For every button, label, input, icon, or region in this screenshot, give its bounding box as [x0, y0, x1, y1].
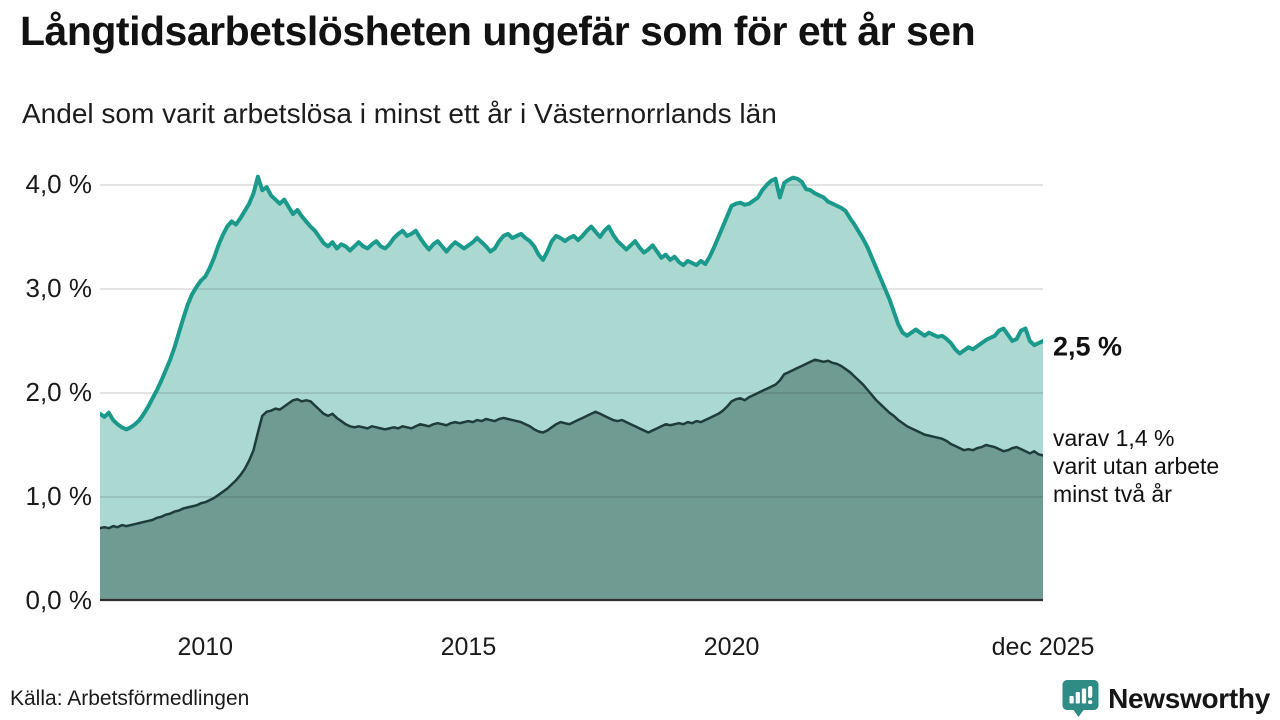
area-chart-plot: [100, 174, 1043, 602]
logo-bar-tall: [1081, 688, 1087, 704]
y-tick-2: 2,0 %: [25, 376, 93, 407]
x-tick-dec-2025: dec 2025: [991, 633, 1095, 661]
chart-lines: [100, 174, 1043, 530]
series-line-0: [100, 174, 1043, 432]
newsworthy-brand: Newsworthy: [1062, 679, 1270, 718]
x-tick-2015: 2015: [440, 633, 497, 661]
series-two-years-end-label-line1: varav 1,4 %: [1053, 425, 1175, 451]
brand-name: Newsworthy: [1108, 682, 1270, 714]
newsworthy-logo-icon: [1062, 680, 1099, 717]
series-line-1: [100, 358, 1043, 530]
logo-bar-short: [1069, 696, 1074, 704]
x-tick-2010: 2010: [177, 633, 234, 661]
series-two-years-end-label-line2: varit utan arbete: [1053, 453, 1220, 479]
series-total-end-label: 2,5 %: [1053, 331, 1123, 362]
logo-exclamation-stem: [1088, 686, 1093, 698]
chart-subtitle: Andel som varit arbetslösa i minst ett å…: [22, 98, 777, 129]
logo-bar-medium: [1075, 692, 1080, 704]
y-tick-4: 4,0 %: [25, 168, 93, 199]
y-tick-3: 3,0 %: [25, 272, 93, 303]
source-note: Källa: Arbetsförmedlingen: [10, 687, 250, 710]
y-tick-1: 1,0 %: [25, 480, 93, 511]
chart-fills: [100, 176, 1043, 601]
series-two-years-end-label-line3: minst två år: [1053, 481, 1172, 507]
logo-exclamation-dot: [1088, 700, 1093, 704]
series-two-years-end-label: varav 1,4 % varit utan arbete minst två …: [1053, 424, 1219, 508]
series-area-1: [100, 359, 1043, 601]
y-tick-0: 0,0 %: [25, 584, 93, 615]
x-tick-2020: 2020: [703, 633, 760, 661]
page-title: Långtidsarbetslösheten ungefär som för e…: [20, 8, 976, 54]
